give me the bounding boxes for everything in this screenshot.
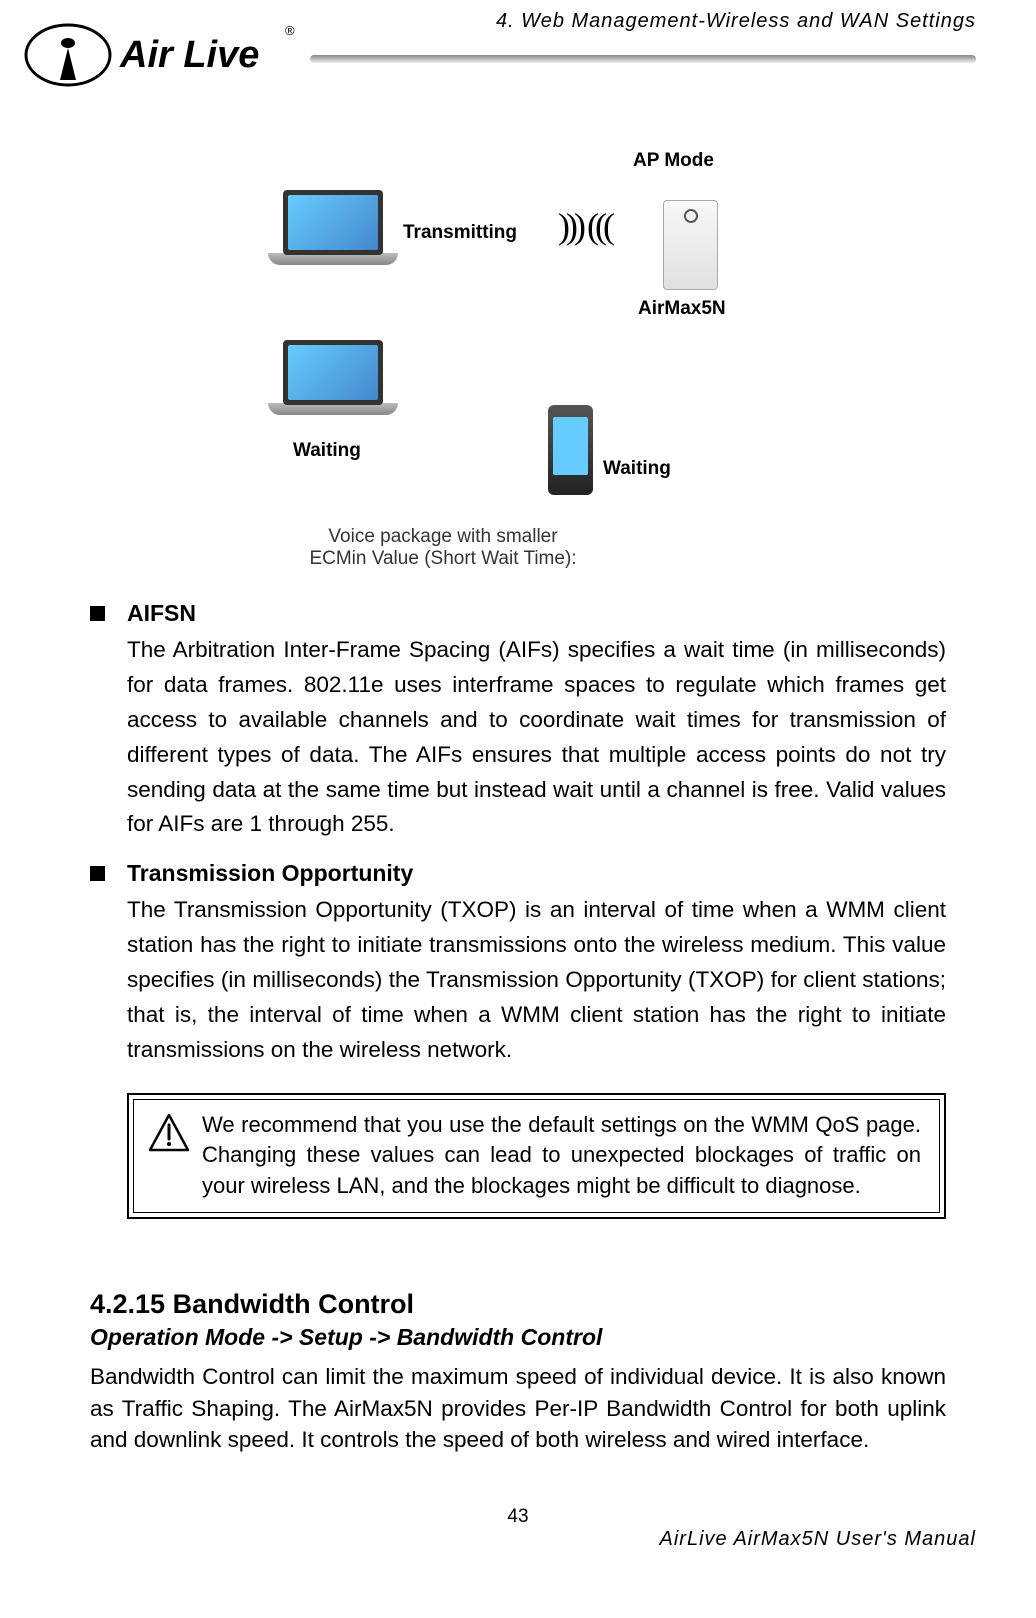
page-number: 43: [60, 1506, 976, 1528]
chapter-title: 4. Web Management-Wireless and WAN Setti…: [496, 10, 976, 33]
airmax-label: AirMax5N: [638, 298, 726, 320]
bullet-square-icon: [90, 606, 105, 621]
ap-mode-label: AP Mode: [633, 150, 714, 172]
wmm-diagram: AP Mode Transmitting ))) ((( AirMax5N Wa…: [228, 150, 808, 570]
bullet-heading: AIFSN: [90, 600, 946, 627]
wifi-waves-icon: ))) (((: [558, 205, 611, 247]
subsection-path: Operation Mode -> Setup -> Bandwidth Con…: [90, 1324, 946, 1351]
subsection-bandwidth: 4.2.15 Bandwidth Control Operation Mode …: [90, 1289, 946, 1456]
ap-device-icon: [663, 200, 718, 290]
warning-box-inner: We recommend that you use the default se…: [133, 1099, 940, 1213]
content-section: AIFSN The Arbitration Inter-Frame Spacin…: [90, 600, 946, 1456]
bullet-title: Transmission Opportunity: [127, 860, 413, 887]
svg-text:®: ®: [285, 23, 295, 38]
manual-title: AirLive AirMax5N User's Manual: [660, 1528, 977, 1551]
transmitting-label: Transmitting: [403, 222, 517, 244]
svg-text:Air Live: Air Live: [119, 34, 259, 76]
subsection-number: 4.2.15: [90, 1289, 165, 1319]
bullet-txop: Transmission Opportunity The Transmissio…: [90, 860, 946, 1219]
waiting-label-2: Waiting: [603, 458, 671, 480]
bullet-square-icon: [90, 866, 105, 881]
page-footer: 43 AirLive AirMax5N User's Manual: [60, 1506, 976, 1566]
airlive-logo: Air Live ®: [20, 5, 300, 110]
warning-text: We recommend that you use the default se…: [202, 1110, 921, 1202]
laptop-waiting-icon: [268, 340, 398, 435]
bullet-body: The Arbitration Inter-Frame Spacing (AIF…: [127, 633, 946, 842]
warning-box: We recommend that you use the default se…: [127, 1093, 946, 1219]
waiting-label-1: Waiting: [293, 440, 361, 462]
voice-note-line2: ECMin Value (Short Wait Time):: [309, 548, 576, 569]
bullet-heading: Transmission Opportunity: [90, 860, 946, 887]
bullet-title: AIFSN: [127, 600, 196, 627]
subsection-title: 4.2.15 Bandwidth Control: [90, 1289, 946, 1320]
laptop-transmitting-icon: [268, 190, 398, 285]
voice-note-line1: Voice package with smaller: [328, 526, 557, 547]
bullet-aifsn: AIFSN The Arbitration Inter-Frame Spacin…: [90, 600, 946, 842]
page-header: Air Live ® 4. Web Management-Wireless an…: [60, 10, 976, 120]
voice-note: Voice package with smaller ECMin Value (…: [268, 526, 618, 570]
subsection-body: Bandwidth Control can limit the maximum …: [90, 1361, 946, 1456]
header-divider: [310, 55, 976, 63]
page: Air Live ® 4. Web Management-Wireless an…: [0, 0, 1036, 1596]
bullet-body: The Transmission Opportunity (TXOP) is a…: [127, 893, 946, 1067]
phone-icon: [548, 405, 593, 495]
subsection-name: Bandwidth Control: [173, 1289, 414, 1319]
warning-icon: [148, 1112, 190, 1161]
